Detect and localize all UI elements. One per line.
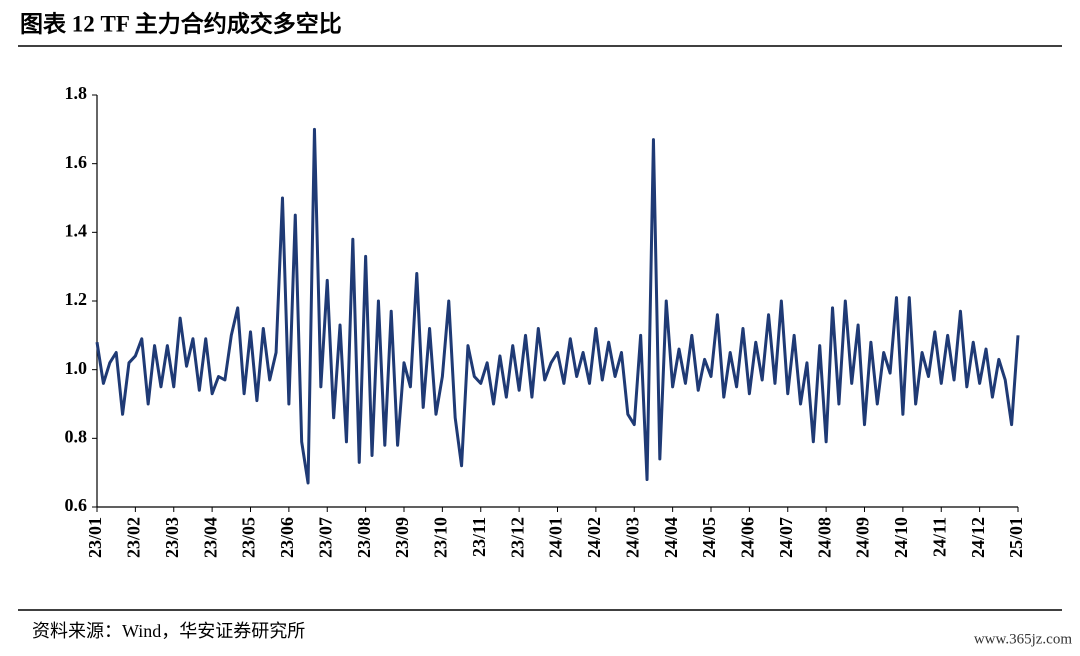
x-tick-label: 24/12 — [968, 517, 988, 558]
x-tick-label: 23/02 — [124, 517, 144, 558]
x-tick-label: 24/10 — [891, 517, 911, 558]
y-tick-label: 1.0 — [65, 358, 88, 378]
x-tick-label: 23/11 — [469, 517, 489, 557]
y-tick-label: 0.6 — [65, 495, 88, 515]
x-tick-label: 24/05 — [699, 517, 719, 558]
y-tick-label: 1.6 — [65, 152, 88, 172]
y-tick-label: 1.2 — [65, 289, 88, 309]
x-tick-label: 24/03 — [622, 517, 642, 558]
x-tick-label: 23/10 — [431, 517, 451, 558]
chart-title: 图表 12 TF 主力合约成交多空比 — [20, 10, 342, 36]
source: 资料来源：Wind，华安证券研究所 — [32, 621, 305, 641]
watermark: www.365jz.com — [974, 631, 1073, 647]
x-tick-label: 24/06 — [738, 517, 758, 558]
x-tick-label: 24/09 — [853, 517, 873, 558]
x-tick-label: 23/09 — [392, 517, 412, 558]
x-tick-label: 25/01 — [1006, 517, 1026, 558]
x-tick-label: 24/07 — [776, 517, 796, 558]
x-tick-label: 24/04 — [661, 517, 681, 558]
y-tick-label: 1.8 — [65, 83, 88, 103]
x-tick-label: 23/04 — [200, 517, 220, 558]
x-tick-label: 24/11 — [929, 517, 949, 557]
x-tick-label: 23/03 — [162, 517, 182, 558]
y-tick-label: 0.8 — [65, 426, 88, 446]
data-line — [95, 127, 1020, 485]
x-tick-label: 23/01 — [85, 517, 105, 558]
x-tick-label: 23/12 — [507, 517, 527, 558]
x-tick-label: 23/05 — [239, 517, 259, 558]
x-tick-label: 23/08 — [354, 517, 374, 558]
x-tick-label: 24/08 — [814, 517, 834, 558]
x-tick-label: 23/06 — [277, 517, 297, 558]
x-tick-label: 24/02 — [584, 517, 604, 558]
x-tick-label: 24/01 — [546, 517, 566, 558]
y-tick-label: 1.4 — [65, 220, 88, 240]
x-tick-label: 23/07 — [315, 517, 335, 558]
